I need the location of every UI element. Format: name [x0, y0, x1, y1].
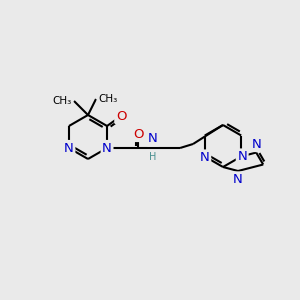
Text: N: N [200, 151, 210, 164]
Text: N: N [148, 132, 158, 145]
Text: N: N [237, 150, 247, 163]
Text: N: N [233, 173, 243, 186]
Text: CH₃: CH₃ [53, 96, 72, 106]
Text: CH₃: CH₃ [98, 94, 117, 104]
Text: N: N [251, 137, 261, 151]
Text: N: N [64, 142, 74, 154]
Text: H: H [149, 152, 157, 162]
Text: O: O [133, 128, 143, 140]
Text: N: N [102, 142, 112, 154]
Text: O: O [116, 110, 126, 122]
